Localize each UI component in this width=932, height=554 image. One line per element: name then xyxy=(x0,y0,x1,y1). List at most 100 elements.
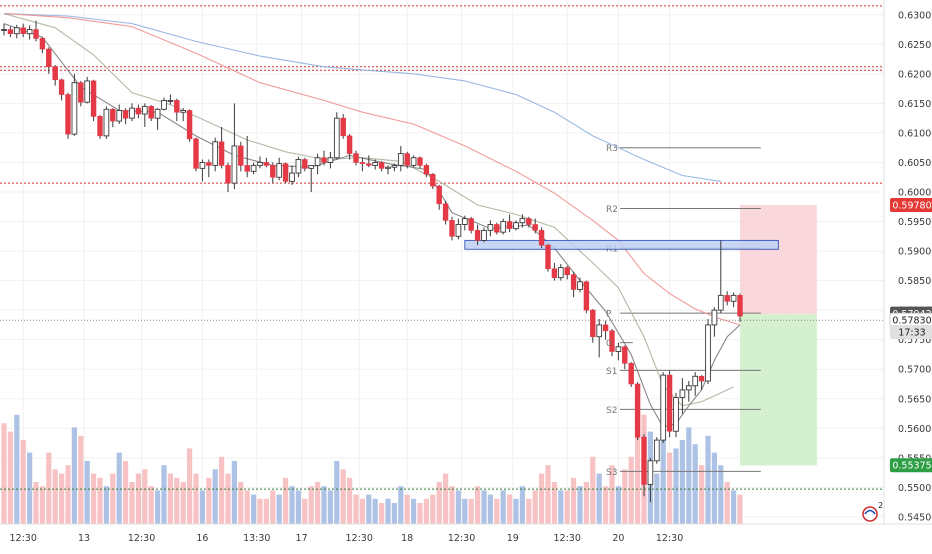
candle-body[interactable] xyxy=(545,244,551,270)
candle-body[interactable] xyxy=(653,439,660,462)
candle-body[interactable] xyxy=(660,374,667,441)
candle-body[interactable] xyxy=(622,346,628,364)
candle-body[interactable] xyxy=(449,220,455,237)
candle-body[interactable] xyxy=(538,230,545,246)
candle-body[interactable] xyxy=(692,375,699,387)
candle-body[interactable] xyxy=(641,436,647,485)
candle-body[interactable] xyxy=(282,163,289,182)
candle-body[interactable] xyxy=(193,138,199,169)
candle-body[interactable] xyxy=(161,99,167,110)
candle-body[interactable] xyxy=(513,222,519,230)
candle-body[interactable] xyxy=(289,172,295,182)
candle-body[interactable] xyxy=(506,221,513,229)
candle-body[interactable] xyxy=(577,281,583,290)
candle-body[interactable] xyxy=(225,165,231,184)
candle-body[interactable] xyxy=(634,383,641,438)
candle-body[interactable] xyxy=(186,110,193,140)
candle-body[interactable] xyxy=(474,230,481,241)
candle-body[interactable] xyxy=(270,165,276,178)
take-profit-zone[interactable] xyxy=(740,314,817,466)
candle-body[interactable] xyxy=(596,324,603,338)
candle-body[interactable] xyxy=(97,116,103,137)
candle-body[interactable] xyxy=(442,203,449,221)
candle-body[interactable] xyxy=(666,374,673,432)
candle-body[interactable] xyxy=(551,268,558,278)
candle-body[interactable] xyxy=(84,80,91,103)
candle-body[interactable] xyxy=(116,110,123,122)
candle-body[interactable] xyxy=(206,162,212,166)
candle-body[interactable] xyxy=(141,105,148,115)
candle-body[interactable] xyxy=(705,324,711,382)
candle-body[interactable] xyxy=(378,162,385,169)
candle-body[interactable] xyxy=(519,218,526,224)
candle-body[interactable] xyxy=(372,162,379,166)
candle-body[interactable] xyxy=(20,27,26,34)
candle-body[interactable] xyxy=(526,218,532,225)
candle-body[interactable] xyxy=(212,141,219,166)
candle-body[interactable] xyxy=(174,100,180,113)
candle-body[interactable] xyxy=(333,117,340,159)
candle-body[interactable] xyxy=(244,165,250,172)
candle-body[interactable] xyxy=(295,159,302,174)
badge-circle-icon[interactable] xyxy=(862,506,878,522)
candle-body[interactable] xyxy=(385,166,391,169)
candle-body[interactable] xyxy=(557,267,564,279)
candle-body[interactable] xyxy=(391,164,398,168)
candle-body[interactable] xyxy=(570,274,577,290)
candle-body[interactable] xyxy=(135,107,142,115)
candle-body[interactable] xyxy=(58,79,65,95)
candle-body[interactable] xyxy=(628,363,634,385)
candle-body[interactable] xyxy=(90,80,97,117)
candle-body[interactable] xyxy=(250,164,257,172)
candle-body[interactable] xyxy=(353,153,359,163)
candle-body[interactable] xyxy=(487,224,494,231)
candle-body[interactable] xyxy=(148,106,154,119)
candle-body[interactable] xyxy=(461,218,468,225)
candle-body[interactable] xyxy=(730,294,737,302)
candle-body[interactable] xyxy=(679,389,686,399)
candle-body[interactable] xyxy=(321,157,327,163)
candle-body[interactable] xyxy=(7,29,14,34)
candle-body[interactable] xyxy=(711,309,718,326)
candle-body[interactable] xyxy=(180,110,187,113)
candle-body[interactable] xyxy=(609,330,615,352)
candle-body[interactable] xyxy=(26,29,33,35)
candle-body[interactable] xyxy=(52,66,58,81)
candle-body[interactable] xyxy=(737,295,743,317)
candle-body[interactable] xyxy=(257,162,263,166)
candle-body[interactable] xyxy=(13,27,20,35)
candle-body[interactable] xyxy=(327,157,334,163)
candle-body[interactable] xyxy=(436,185,442,205)
candle-body[interactable] xyxy=(430,173,436,187)
candle-body[interactable] xyxy=(647,460,654,485)
candle-body[interactable] xyxy=(717,294,724,311)
candle-body[interactable] xyxy=(46,48,52,68)
candle-body[interactable] xyxy=(590,309,596,338)
candle-body[interactable] xyxy=(238,145,244,166)
candle-body[interactable] xyxy=(532,224,538,231)
candle-body[interactable] xyxy=(359,162,366,164)
candle-body[interactable] xyxy=(564,267,570,276)
candle-body[interactable] xyxy=(33,29,39,39)
candle-body[interactable] xyxy=(78,82,84,103)
candle-body[interactable] xyxy=(199,162,206,169)
candle-body[interactable] xyxy=(218,141,225,166)
candle-body[interactable] xyxy=(673,397,679,432)
candle-body[interactable] xyxy=(263,162,270,166)
candle-body[interactable] xyxy=(455,224,462,237)
candle-body[interactable] xyxy=(167,99,174,102)
candle-body[interactable] xyxy=(423,165,430,175)
candle-body[interactable] xyxy=(103,108,110,137)
candle-body[interactable] xyxy=(685,385,692,391)
candle-body[interactable] xyxy=(366,163,372,166)
candle-body[interactable] xyxy=(154,108,161,119)
candle-body[interactable] xyxy=(583,281,590,311)
candle-body[interactable] xyxy=(410,157,417,166)
candle-body[interactable] xyxy=(122,110,129,119)
candle-body[interactable] xyxy=(129,107,135,119)
candle-body[interactable] xyxy=(481,229,487,241)
candle-body[interactable] xyxy=(602,324,609,332)
candle-body[interactable] xyxy=(110,108,116,122)
candle-body[interactable] xyxy=(71,82,78,135)
